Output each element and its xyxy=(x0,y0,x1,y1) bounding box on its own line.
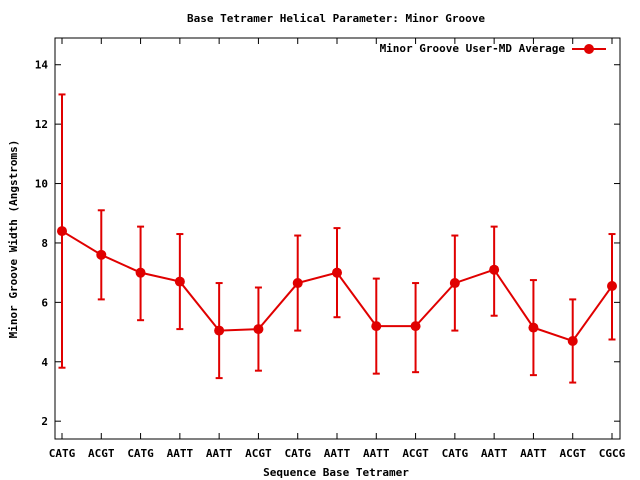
x-tick-label: AATT xyxy=(363,447,390,460)
x-tick-label: CATG xyxy=(127,447,154,460)
data-point xyxy=(489,264,500,275)
x-tick-label: AATT xyxy=(206,447,233,460)
x-tick-label: AATT xyxy=(481,447,508,460)
y-axis-label: Minor Groove Width (Angstroms) xyxy=(7,140,20,339)
y-tick-label: 12 xyxy=(35,118,48,131)
x-tick-label: ACGT xyxy=(245,447,272,460)
x-tick-label: AATT xyxy=(324,447,351,460)
data-point xyxy=(371,321,382,332)
x-axis-ticks: CATG ACGT CATG AATT AATT ACGT CATG AATT AATT ACGT… xyxy=(49,38,626,460)
legend-label: Minor Groove User-MD Average xyxy=(380,42,566,55)
x-axis-label: Sequence Base Tetramer xyxy=(263,466,409,479)
chart-title: Base Tetramer Helical Parameter: Minor G… xyxy=(187,12,485,25)
data-point xyxy=(332,267,342,278)
data-point xyxy=(410,321,421,332)
data-point xyxy=(292,278,303,289)
y-tick-label: 8 xyxy=(41,237,48,250)
data-point xyxy=(135,267,146,278)
data-point xyxy=(174,276,185,287)
y-tick-label: 6 xyxy=(41,296,48,309)
y-axis-ticks: 2 4 6 8 10 12 14 xyxy=(35,59,620,428)
x-tick-label: ACGT xyxy=(559,447,586,460)
x-tick-label: CGCG xyxy=(599,447,626,460)
x-tick-label: ACGT xyxy=(402,447,429,460)
data-point xyxy=(449,278,460,289)
legend-marker xyxy=(584,44,594,54)
x-tick-label: ACGT xyxy=(88,447,115,460)
x-tick-label: AATT xyxy=(520,447,547,460)
y-tick-label: 10 xyxy=(35,178,48,191)
data-point xyxy=(57,226,67,237)
x-tick-label: AATT xyxy=(167,447,194,460)
data-point xyxy=(253,324,264,335)
data-point xyxy=(96,249,107,260)
series-layer xyxy=(57,93,617,384)
data-point xyxy=(607,281,617,292)
y-tick-label: 4 xyxy=(41,356,48,369)
data-point xyxy=(528,322,539,333)
y-tick-label: 2 xyxy=(41,415,48,428)
legend: Minor Groove User-MD Average xyxy=(380,42,606,55)
x-tick-label: CATG xyxy=(284,447,311,460)
x-tick-label: CATG xyxy=(49,447,76,460)
data-point xyxy=(567,335,578,346)
y-tick-label: 14 xyxy=(35,59,49,72)
x-tick-label: CATG xyxy=(442,447,469,460)
data-point xyxy=(214,325,225,336)
